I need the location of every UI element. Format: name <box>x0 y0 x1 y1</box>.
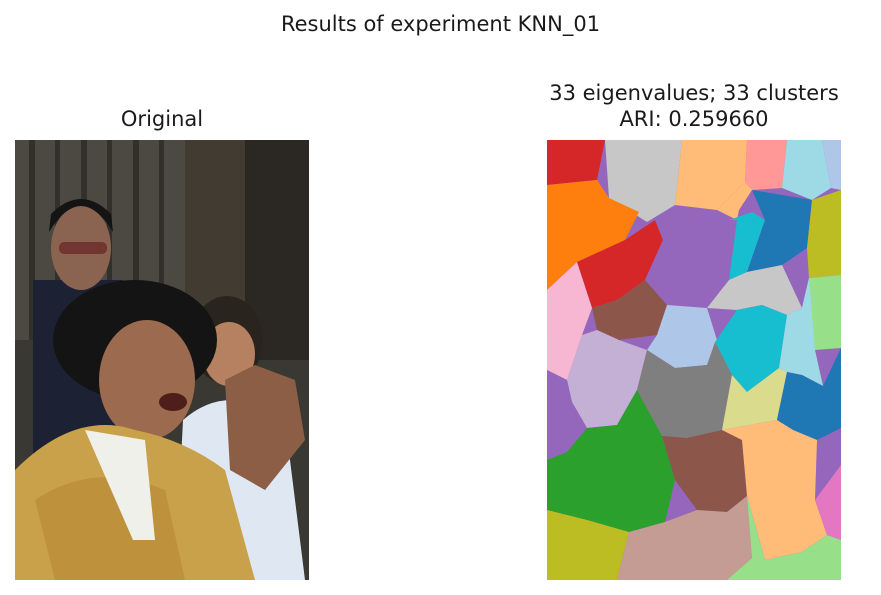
figure-suptitle: Results of experiment KNN_01 <box>280 12 601 36</box>
segmentation-title-line2: ARI: 0.259660 <box>619 107 769 131</box>
original-image <box>15 140 309 580</box>
segmentation-image <box>547 140 841 580</box>
segmentation-title-line1: 33 eigenvalues; 33 clusters <box>549 81 839 105</box>
segmentation-title: 33 eigenvalues; 33 clusters ARI: 0.25966… <box>500 80 881 132</box>
original-title: Original <box>120 107 204 131</box>
